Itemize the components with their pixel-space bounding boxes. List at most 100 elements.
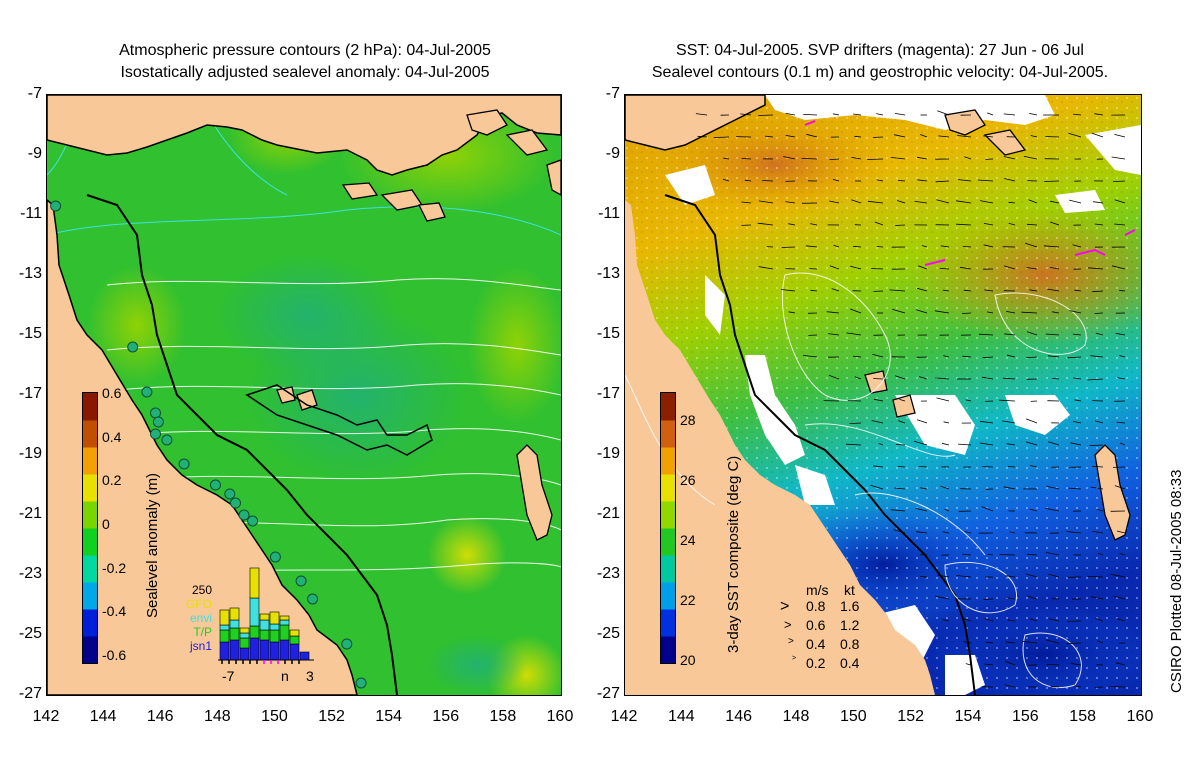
velocity-vector <box>914 201 928 204</box>
velocity-vector <box>803 114 818 116</box>
velocity-vector <box>1091 596 1104 600</box>
satellite-histogram-chart <box>218 567 314 664</box>
sst-map-panel[interactable] <box>624 94 1142 696</box>
histogram-legend: 250 GFO envi T/P jsn1 <box>172 583 212 653</box>
velocity-vector <box>937 574 950 578</box>
velocity-vector <box>758 200 774 204</box>
histogram-bar-jsn1 <box>279 639 290 661</box>
velocity-vector <box>1072 244 1082 248</box>
sst-colorbar <box>660 392 676 664</box>
tide-gauge-marker <box>295 575 307 587</box>
velocity-vector <box>1096 508 1104 512</box>
lon-tick-label: 146 <box>146 708 174 725</box>
lon-tick-label: 142 <box>32 708 60 725</box>
velocity-vector <box>916 287 928 292</box>
velocity-vector <box>783 156 796 160</box>
lat-tick-label: -15 <box>18 325 42 342</box>
velocity-vector <box>876 113 884 116</box>
velocity-vector <box>764 135 774 138</box>
velocity-vector <box>986 311 994 314</box>
lon-tick-label: 148 <box>782 708 810 725</box>
velocity-legend-arrow: > <box>780 598 790 615</box>
velocity-vector <box>979 442 994 446</box>
lon-tick-label: 156 <box>1011 708 1039 725</box>
lon-tick-label: 148 <box>203 708 231 725</box>
velocity-vector <box>889 289 906 292</box>
velocity-vector <box>935 377 950 380</box>
velocity-vector <box>940 485 950 490</box>
velocity-vector <box>1008 222 1016 226</box>
colorbar-segment <box>661 636 675 664</box>
histogram-bar-envi <box>259 619 270 631</box>
velocity-vector <box>741 201 752 204</box>
tide-gauge-marker <box>355 677 367 689</box>
sealevel-colorbar-title: Sealevel anomaly (m) <box>144 472 161 618</box>
tide-gauge-marker <box>141 386 153 398</box>
velocity-vector <box>867 158 884 160</box>
colorbar-tick-label: 0.6 <box>102 385 122 401</box>
velocity-vector <box>1004 333 1016 336</box>
velocity-vector <box>940 245 950 248</box>
velocity-vector <box>960 266 972 270</box>
velocity-vector <box>913 440 928 446</box>
tide-gauge-marker <box>247 515 259 527</box>
velocity-vector <box>1119 553 1126 556</box>
velocity-vector <box>1114 199 1126 204</box>
lat-tick-label: -17 <box>18 385 42 402</box>
velocity-vector <box>829 265 840 270</box>
histogram-bar-gfo <box>229 607 240 621</box>
velocity-legend-arrow: > <box>792 655 797 662</box>
velocity-vector <box>895 224 906 226</box>
velocity-vector <box>962 246 972 248</box>
velocity-vector <box>695 113 708 116</box>
velocity-vector <box>1095 420 1104 424</box>
velocity-vector <box>1026 356 1038 358</box>
lat-tick-label: -27 <box>18 685 42 702</box>
velocity-vector <box>1006 354 1016 358</box>
velocity-vector <box>1049 267 1060 270</box>
velocity-vector <box>1045 136 1060 138</box>
velocity-vector <box>1008 201 1016 204</box>
colorbar-segment <box>661 528 675 556</box>
colorbar-segment <box>83 393 97 421</box>
velocity-vector <box>916 531 928 534</box>
velocity-vector <box>917 156 928 160</box>
velocity-vector <box>788 311 796 314</box>
tide-gauge-marker <box>238 509 250 521</box>
velocity-vector <box>849 422 862 424</box>
velocity-vector <box>890 509 906 512</box>
plot-timestamp: CSIRO Plotted 08-Jul-2005 08:33 <box>1168 469 1185 693</box>
velocity-vector <box>1095 332 1104 336</box>
velocity-vector <box>828 333 840 336</box>
velocity-vector <box>1044 180 1060 182</box>
left-title-line2: Isostatically adjusted sealevel anomaly:… <box>120 64 490 81</box>
velocity-vector <box>874 221 884 226</box>
sealevel-map-panel[interactable] <box>46 94 562 696</box>
velocity-vector <box>921 245 928 248</box>
histogram-legend-entry: jsn1 <box>189 639 212 653</box>
velocity-vector <box>942 289 950 292</box>
velocity-vector <box>785 113 796 116</box>
velocity-vector <box>898 180 906 182</box>
velocity-legend-ms: 0.6 <box>806 617 826 633</box>
velocity-vector <box>916 309 928 314</box>
colorbar-tick-label: 28 <box>680 412 696 428</box>
velocity-vector <box>845 443 862 446</box>
sst-colorbar-ramp <box>661 393 675 664</box>
lat-tick-label: -23 <box>18 565 42 582</box>
velocity-vector <box>984 289 994 292</box>
histogram-tick-right: 3 <box>306 668 314 684</box>
velocity-vector <box>982 356 994 359</box>
right-title-line2: Sealevel contours (0.1 m) and geostrophi… <box>651 64 1109 81</box>
velocity-vector <box>936 199 950 204</box>
histogram-bar-gfo <box>269 611 280 625</box>
velocity-vector <box>1026 267 1038 270</box>
histogram-bar-gfo <box>249 567 260 599</box>
velocity-vector <box>1043 245 1060 248</box>
velocity-vector <box>1006 597 1016 600</box>
velocity-vector <box>810 289 818 292</box>
velocity-vector <box>1089 444 1104 446</box>
velocity-vector <box>1007 466 1016 468</box>
colorbar-segment <box>661 609 675 637</box>
velocity-vector <box>1090 486 1104 490</box>
